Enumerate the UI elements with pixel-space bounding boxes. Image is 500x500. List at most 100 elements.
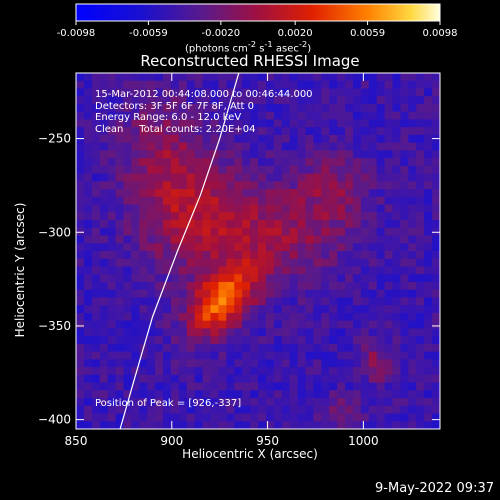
heatmap-cell: [226, 142, 235, 151]
heatmap-cell: [91, 351, 101, 360]
heatmap-cell: [432, 305, 440, 314]
heatmap-cell: [289, 111, 299, 121]
heatmap-cell: [337, 111, 346, 121]
heatmap-cell: [178, 181, 188, 190]
heatmap-cell: [360, 336, 370, 345]
heatmap-cell: [178, 274, 188, 283]
heatmap-cell: [250, 165, 259, 175]
heatmap-cell: [432, 374, 440, 384]
heatmap-cell: [242, 243, 251, 252]
heatmap-cell: [297, 390, 307, 399]
heatmap-cell: [234, 119, 243, 128]
heatmap-cell: [400, 173, 409, 182]
heatmap-cell: [226, 235, 235, 244]
heatmap-cell: [83, 80, 93, 90]
heatmap-cell: [360, 320, 370, 329]
heatmap-cell: [289, 374, 299, 384]
heatmap-cell: [313, 220, 322, 229]
heatmap-cell: [250, 88, 259, 97]
heatmap-cell: [76, 243, 85, 252]
heatmap-cell: [202, 413, 212, 422]
heatmap-cell: [424, 312, 433, 322]
heatmap-cell: [297, 266, 307, 275]
heatmap-cell: [250, 150, 259, 159]
heatmap-cell: [352, 258, 362, 268]
x-tick-label: 900: [160, 434, 183, 448]
heatmap-cell: [360, 80, 370, 90]
heatmap-cell: [107, 119, 117, 128]
heatmap-cell: [416, 103, 425, 113]
heatmap-cell: [115, 312, 125, 322]
heatmap-cell: [218, 119, 227, 128]
heatmap-cell: [83, 235, 93, 244]
heatmap-cell: [321, 343, 330, 353]
heatmap-cell: [170, 189, 180, 198]
heatmap-cell: [321, 96, 330, 105]
heatmap-cell: [424, 367, 433, 376]
heatmap-cell: [281, 127, 291, 136]
heatmap-cell: [107, 367, 117, 376]
heatmap-cell: [186, 421, 196, 429]
heatmap-cell: [99, 96, 109, 105]
heatmap-cell: [218, 243, 227, 252]
heatmap-cell: [139, 127, 148, 136]
heatmap-cell: [139, 274, 148, 283]
heatmap-cell: [329, 243, 338, 252]
heatmap-cell: [265, 196, 275, 206]
heatmap-cell: [163, 398, 172, 407]
heatmap-cell: [321, 281, 330, 291]
heatmap-cell: [99, 220, 109, 229]
heatmap-cell: [178, 336, 188, 345]
heatmap-cell: [392, 220, 402, 229]
heatmap-cell: [155, 343, 164, 353]
heatmap-cell: [250, 196, 259, 206]
heatmap-cell: [345, 150, 354, 159]
heatmap-cell: [155, 111, 164, 121]
heatmap-cell: [218, 158, 227, 167]
heatmap-cell: [408, 305, 417, 314]
heatmap-cell: [258, 289, 267, 299]
heatmap-cell: [99, 142, 109, 151]
heatmap-cell: [131, 320, 140, 329]
heatmap-cell: [392, 134, 402, 144]
heatmap-cell: [91, 258, 101, 268]
heatmap-cell: [384, 336, 394, 345]
heatmap-cell: [345, 359, 354, 368]
heatmap-cell: [76, 119, 85, 128]
heatmap-cell: [313, 142, 322, 151]
heatmap-cell: [258, 374, 267, 384]
heatmap-cell: [250, 421, 259, 429]
heatmap-cell: [147, 312, 156, 322]
heatmap-cell: [163, 351, 172, 360]
heatmap-cell: [99, 196, 109, 206]
heatmap-cell: [91, 220, 101, 229]
heatmap-cell: [139, 119, 148, 128]
heatmap-cell: [432, 73, 440, 82]
heatmap-cell: [234, 158, 243, 167]
heatmap-cell: [392, 274, 402, 283]
heatmap-cell: [305, 204, 314, 213]
heatmap-cell: [281, 181, 291, 190]
heatmap-cell: [202, 405, 212, 415]
heatmap-cell: [186, 165, 196, 175]
heatmap-cell: [178, 204, 188, 213]
heatmap-cell: [210, 243, 220, 252]
heatmap-cell: [139, 158, 148, 167]
heatmap-cell: [321, 274, 330, 283]
heatmap-cell: [115, 158, 125, 167]
heatmap-cell: [99, 359, 109, 368]
heatmap-cell: [352, 312, 362, 322]
heatmap-cell: [337, 243, 346, 252]
heatmap-cell: [305, 134, 314, 144]
heatmap-cell: [163, 305, 172, 314]
heatmap-cell: [123, 251, 132, 260]
heatmap-cell: [123, 235, 132, 244]
heatmap-cell: [313, 421, 322, 429]
heatmap-cell: [360, 251, 370, 260]
heatmap-cell: [329, 134, 338, 144]
heatmap-cell: [392, 88, 402, 97]
heatmap-cell: [107, 96, 117, 105]
heatmap-cell: [360, 127, 370, 136]
heatmap-cell: [337, 142, 346, 151]
heatmap-cell: [289, 297, 299, 306]
